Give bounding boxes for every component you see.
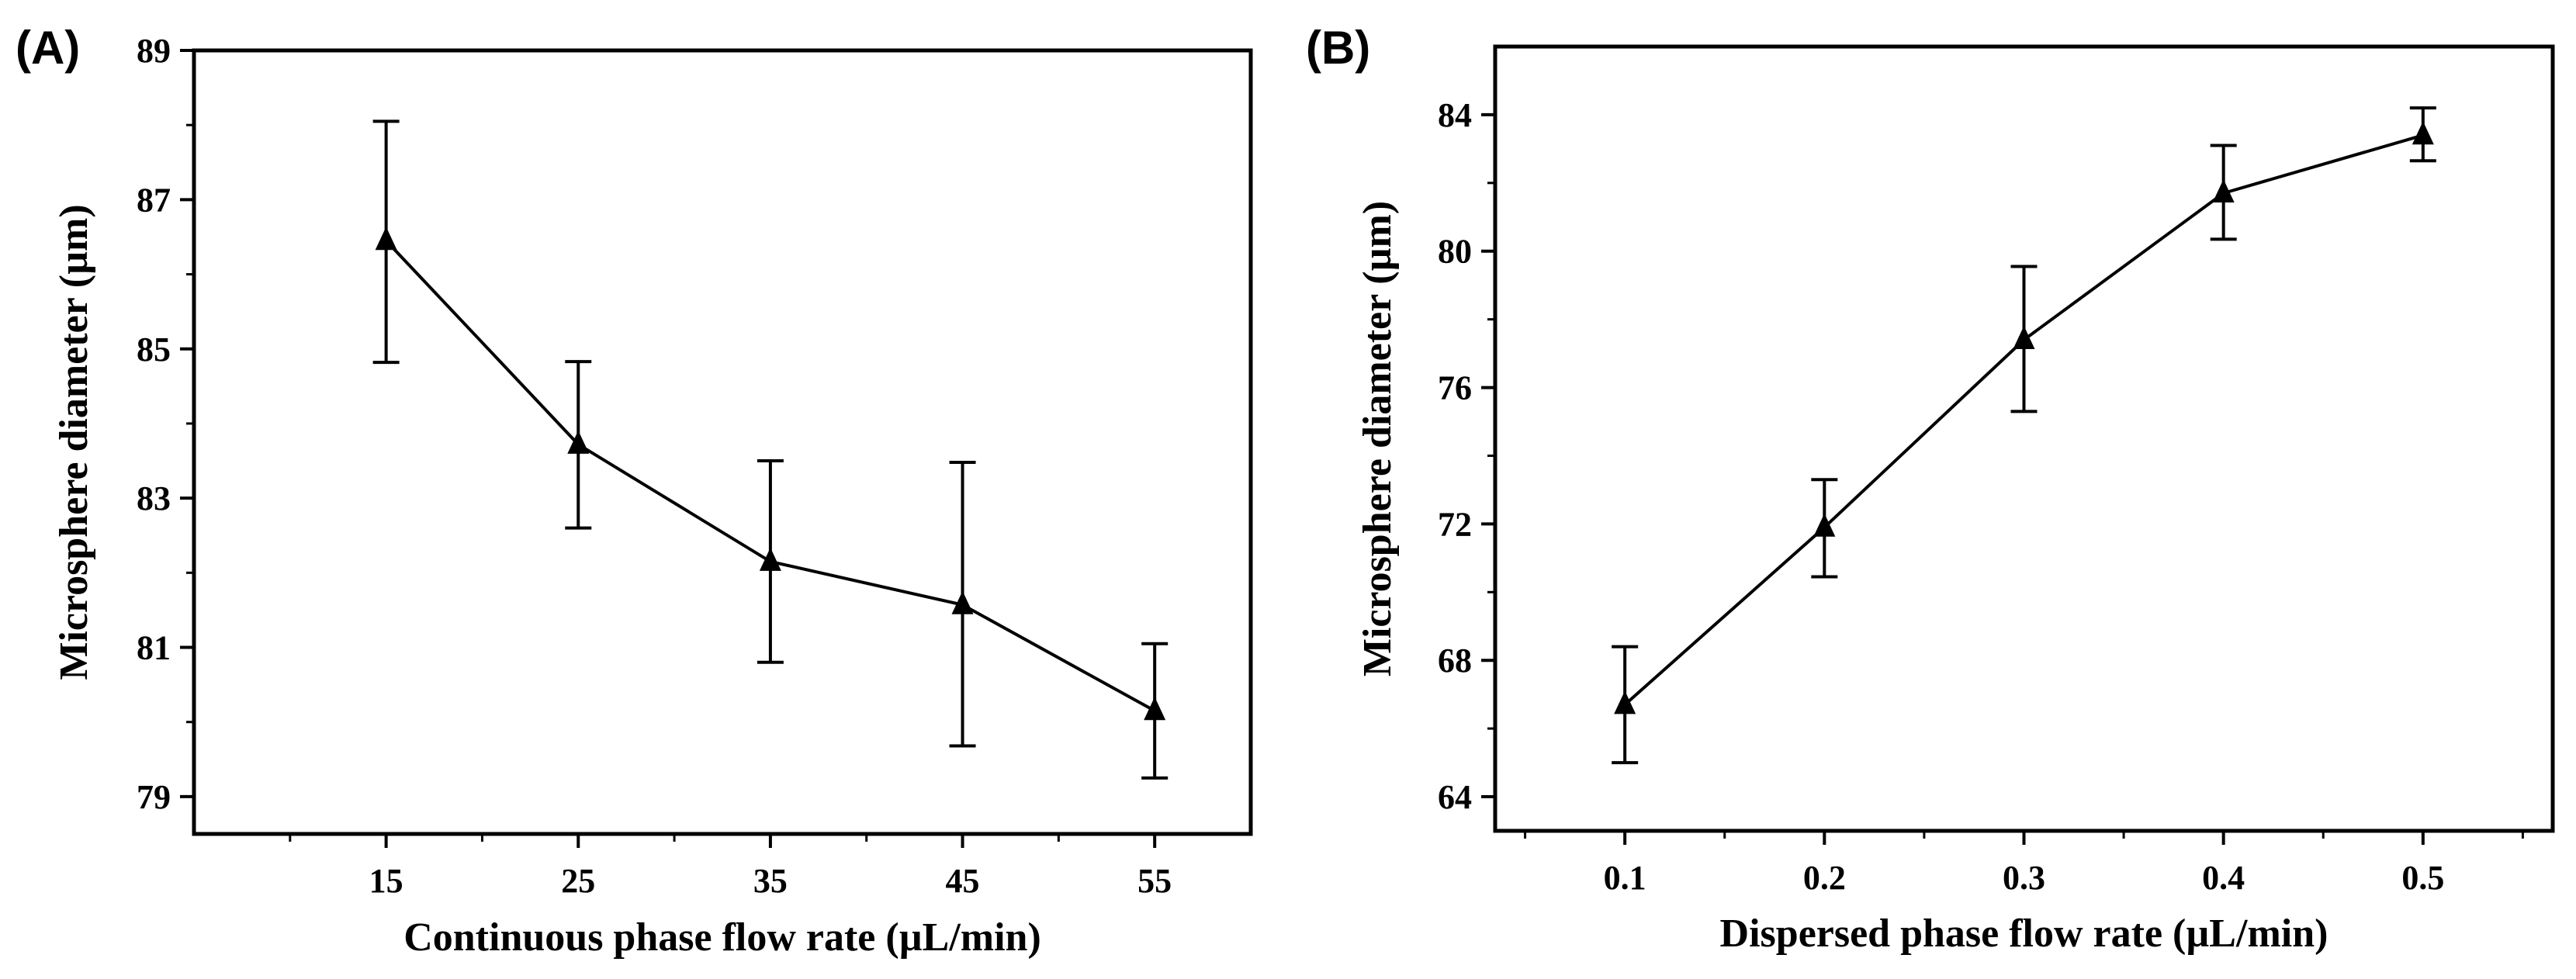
x-axis-title: Dispersed phase flow rate (µL/min) bbox=[1720, 912, 2328, 956]
panel-label: (A) bbox=[16, 22, 80, 74]
series-line bbox=[1623, 133, 2424, 706]
x-tick-label: 0.1 bbox=[1604, 859, 1646, 897]
y-tick-label: 83 bbox=[137, 479, 171, 517]
x-tick-label: 0.4 bbox=[2202, 859, 2245, 897]
data-point-marker bbox=[1813, 513, 1836, 537]
x-tick-label: 25 bbox=[561, 862, 595, 900]
plot-frame bbox=[192, 48, 1253, 836]
data-point-marker bbox=[375, 227, 397, 251]
y-tick-label: 72 bbox=[1438, 505, 1472, 543]
data-point-marker bbox=[2212, 179, 2235, 203]
y-axis-title: Microsphere diameter (µm) bbox=[52, 204, 96, 680]
data-point-marker bbox=[2013, 326, 2035, 350]
y-tick-label: 64 bbox=[1438, 778, 1472, 816]
panel-label: (B) bbox=[1306, 22, 1370, 74]
data-point-marker bbox=[951, 590, 974, 614]
y-tick-label: 81 bbox=[137, 629, 171, 667]
y-tick-label: 87 bbox=[137, 181, 171, 219]
data-point-marker bbox=[2412, 121, 2434, 145]
data-point-marker bbox=[567, 430, 590, 454]
x-tick-label: 55 bbox=[1137, 862, 1172, 900]
x-tick-label: 0.3 bbox=[2003, 859, 2045, 897]
x-axis-title: Continuous phase flow rate (µL/min) bbox=[403, 915, 1041, 960]
y-tick-label: 80 bbox=[1438, 233, 1472, 271]
y-tick-label: 68 bbox=[1438, 642, 1472, 680]
plot-frame bbox=[1493, 44, 2555, 833]
panel-b: 64 68 72 76 80 84 0.1 0.2 0.3 0.4 0.5 Dispersed pha… bbox=[1306, 22, 2555, 956]
x-tick-label: 45 bbox=[946, 862, 980, 900]
x-tick-label: 15 bbox=[369, 862, 403, 900]
y-tick-label: 89 bbox=[137, 32, 171, 70]
y-tick-label: 85 bbox=[137, 330, 171, 368]
y-tick-label: 79 bbox=[137, 778, 171, 816]
x-tick-label: 0.2 bbox=[1803, 859, 1846, 897]
data-point-marker bbox=[759, 547, 781, 571]
data-point-marker bbox=[1614, 690, 1636, 714]
data-point-marker bbox=[1144, 697, 1166, 721]
x-tick-label: 0.5 bbox=[2401, 859, 2444, 897]
y-tick-label: 76 bbox=[1438, 369, 1472, 407]
y-axis-title: Microsphere diameter (µm) bbox=[1356, 201, 1400, 676]
panel-a: 79 81 83 85 87 89 15 25 35 45 55 Continuous phase f… bbox=[16, 22, 1253, 960]
y-tick-label: 84 bbox=[1438, 96, 1472, 134]
x-tick-label: 35 bbox=[753, 862, 788, 900]
